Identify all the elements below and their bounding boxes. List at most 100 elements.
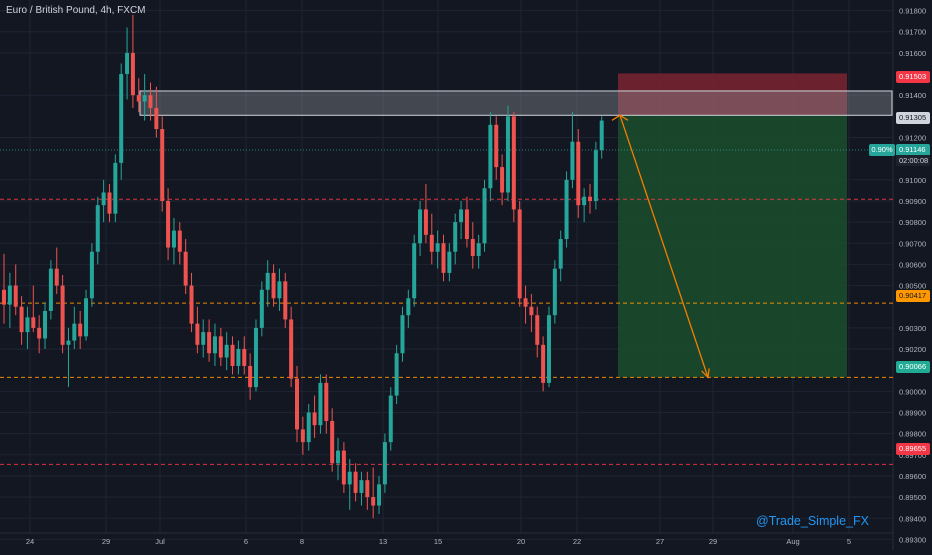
candle-body[interactable] bbox=[130, 52, 135, 96]
candle-body[interactable] bbox=[248, 365, 253, 388]
candle-body[interactable] bbox=[289, 319, 294, 379]
candle-body[interactable] bbox=[136, 95, 141, 102]
candle-body[interactable] bbox=[218, 336, 223, 358]
candle-body[interactable] bbox=[330, 420, 335, 464]
candle-body[interactable] bbox=[459, 209, 464, 223]
candle-body[interactable] bbox=[412, 243, 417, 299]
candle-body[interactable] bbox=[119, 74, 124, 163]
candle-body[interactable] bbox=[89, 251, 94, 299]
candle-body[interactable] bbox=[72, 323, 77, 341]
candle-body[interactable] bbox=[31, 317, 36, 328]
candle-body[interactable] bbox=[207, 332, 212, 354]
candle-body[interactable] bbox=[388, 395, 393, 443]
candle-body[interactable] bbox=[160, 129, 165, 201]
candle-body[interactable] bbox=[318, 382, 323, 426]
candle-body[interactable] bbox=[435, 243, 440, 252]
candle-body[interactable] bbox=[552, 268, 557, 316]
candle-body[interactable] bbox=[523, 298, 528, 307]
candle-body[interactable] bbox=[84, 298, 89, 337]
candle-body[interactable] bbox=[54, 268, 59, 286]
candle-body[interactable] bbox=[306, 412, 311, 443]
resistance-zone-box[interactable] bbox=[139, 90, 893, 116]
stop-loss-zone[interactable] bbox=[618, 73, 847, 116]
candle-body[interactable] bbox=[500, 167, 505, 193]
candle-body[interactable] bbox=[482, 188, 487, 244]
candle-body[interactable] bbox=[564, 179, 569, 240]
candle-body[interactable] bbox=[558, 239, 563, 269]
candle-body[interactable] bbox=[576, 141, 581, 206]
candle-body[interactable] bbox=[19, 306, 24, 333]
candle-body[interactable] bbox=[546, 315, 551, 383]
candle-body[interactable] bbox=[423, 209, 428, 235]
candle-body[interactable] bbox=[511, 116, 516, 210]
candle-body[interactable] bbox=[382, 442, 387, 485]
candle-body[interactable] bbox=[505, 116, 510, 193]
candle-body[interactable] bbox=[535, 315, 540, 345]
candle-body[interactable] bbox=[224, 344, 229, 358]
candle-body[interactable] bbox=[400, 315, 405, 354]
candle-body[interactable] bbox=[529, 306, 534, 316]
candle-body[interactable] bbox=[107, 192, 112, 214]
candle-body[interactable] bbox=[253, 327, 258, 388]
candle-body[interactable] bbox=[324, 382, 329, 421]
candle-body[interactable] bbox=[230, 344, 235, 366]
candle-body[interactable] bbox=[271, 272, 276, 299]
candle-body[interactable] bbox=[588, 196, 592, 201]
candle-body[interactable] bbox=[406, 298, 411, 316]
candle-body[interactable] bbox=[166, 200, 171, 248]
candle-body[interactable] bbox=[183, 251, 188, 286]
candle-body[interactable] bbox=[7, 285, 12, 305]
candle-body[interactable] bbox=[570, 141, 575, 180]
projection-arrow-line[interactable] bbox=[619, 115, 709, 378]
candle-body[interactable] bbox=[353, 471, 358, 493]
candle-body[interactable] bbox=[494, 124, 499, 168]
candle-body[interactable] bbox=[582, 196, 587, 206]
candle-body[interactable] bbox=[154, 107, 159, 130]
candle-body[interactable] bbox=[365, 480, 370, 498]
candle-body[interactable] bbox=[259, 289, 264, 328]
candle-body[interactable] bbox=[541, 344, 546, 383]
candle-body[interactable] bbox=[2, 289, 6, 305]
candle-body[interactable] bbox=[312, 412, 317, 426]
candle-body[interactable] bbox=[283, 281, 288, 320]
candle-body[interactable] bbox=[488, 124, 493, 189]
candle-body[interactable] bbox=[113, 162, 118, 214]
candle-body[interactable] bbox=[242, 349, 247, 366]
candle-body[interactable] bbox=[359, 480, 364, 493]
candle-body[interactable] bbox=[394, 353, 399, 396]
candle-body[interactable] bbox=[464, 209, 469, 240]
candle-body[interactable] bbox=[236, 349, 241, 366]
candle-body[interactable] bbox=[95, 205, 100, 252]
candle-body[interactable] bbox=[66, 340, 71, 345]
candle-body[interactable] bbox=[171, 230, 176, 248]
candle-body[interactable] bbox=[599, 120, 604, 151]
candle-body[interactable] bbox=[517, 209, 522, 299]
candle-body[interactable] bbox=[377, 484, 382, 506]
candle-body[interactable] bbox=[447, 251, 452, 273]
candle-body[interactable] bbox=[177, 230, 182, 252]
candle-body[interactable] bbox=[78, 323, 83, 337]
target-zone[interactable] bbox=[618, 115, 847, 378]
candle-body[interactable] bbox=[347, 471, 352, 485]
candle-body[interactable] bbox=[441, 243, 446, 273]
candle-body[interactable] bbox=[13, 285, 18, 307]
candle-body[interactable] bbox=[125, 52, 130, 75]
candle-body[interactable] bbox=[25, 317, 30, 333]
candle-body[interactable] bbox=[37, 327, 42, 339]
candle-body[interactable] bbox=[189, 285, 194, 324]
candle-body[interactable] bbox=[341, 450, 346, 485]
candle-body[interactable] bbox=[212, 336, 217, 354]
candle-body[interactable] bbox=[418, 209, 423, 244]
candle-body[interactable] bbox=[43, 310, 48, 339]
candle-body[interactable] bbox=[295, 378, 299, 430]
candle-body[interactable] bbox=[453, 222, 458, 252]
candle-body[interactable] bbox=[265, 272, 270, 290]
candle-body[interactable] bbox=[593, 150, 598, 201]
candle-body[interactable] bbox=[195, 323, 200, 345]
candle-body[interactable] bbox=[429, 234, 434, 252]
candle-body[interactable] bbox=[148, 95, 153, 108]
candle-body[interactable] bbox=[476, 243, 481, 256]
candle-body[interactable] bbox=[201, 332, 206, 345]
